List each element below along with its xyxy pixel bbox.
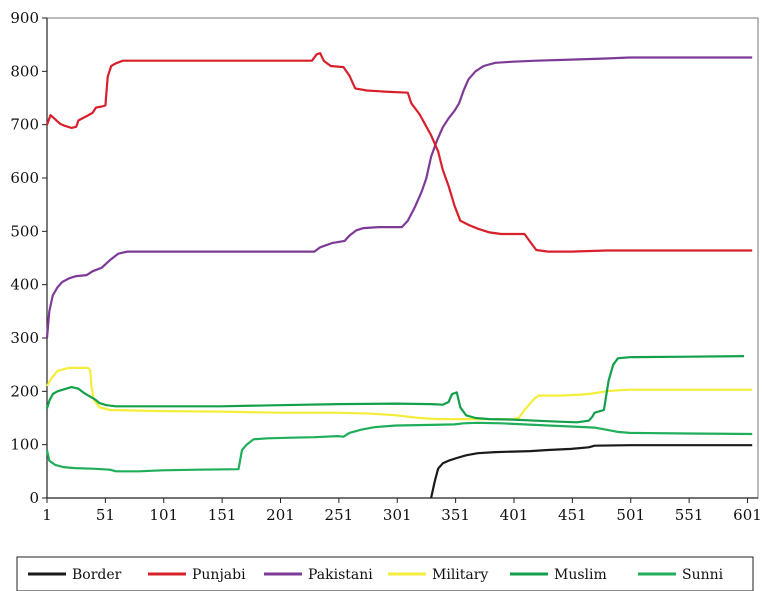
series-line-muslim bbox=[45, 355, 745, 424]
y-tick-label: 900 bbox=[10, 9, 39, 27]
series-lines bbox=[45, 52, 753, 499]
legend-label-border: Border bbox=[72, 567, 122, 583]
legend-label-sunni: Sunni bbox=[682, 567, 724, 583]
y-tick-label: 200 bbox=[10, 382, 39, 400]
y-tick-label: 500 bbox=[10, 222, 39, 240]
x-tick-label: 501 bbox=[616, 506, 645, 524]
x-axis: 1 51 101 151 201 251 301 351 401 451 501 551 601 bbox=[42, 497, 762, 524]
legend: Border Punjabi Pakistani Military Muslim Sunn… bbox=[16, 556, 754, 591]
plot-frame bbox=[46, 17, 759, 499]
x-tick-label: 51 bbox=[96, 506, 115, 524]
x-tick-label: 301 bbox=[383, 506, 412, 524]
plot-area bbox=[46, 17, 759, 499]
legend-label-muslim: Muslim bbox=[554, 567, 607, 583]
legend-label-punjabi: Punjabi bbox=[192, 567, 246, 583]
y-tick-label: 700 bbox=[10, 116, 39, 134]
series-line-sunni bbox=[45, 421, 753, 473]
x-tick-label: 251 bbox=[325, 506, 354, 524]
y-tick-label: 0 bbox=[29, 489, 39, 507]
legend-box bbox=[16, 556, 754, 591]
y-tick-label: 600 bbox=[10, 169, 39, 187]
x-tick-label: 101 bbox=[149, 506, 178, 524]
y-tick-label: 100 bbox=[10, 436, 39, 454]
series-line-military bbox=[46, 366, 753, 421]
y-tick-label: 800 bbox=[10, 62, 39, 80]
x-tick-label: 551 bbox=[675, 506, 704, 524]
y-axis: 0 100 200 300 400 500 600 700 800 900 bbox=[10, 9, 48, 507]
legend-label-pakistani: Pakistani bbox=[308, 567, 373, 583]
x-tick-label: 151 bbox=[208, 506, 237, 524]
x-tick-label: 351 bbox=[441, 506, 470, 524]
y-tick-label: 300 bbox=[10, 329, 39, 347]
series-line-pakistani bbox=[45, 56, 753, 339]
series-line-border bbox=[430, 444, 753, 499]
x-tick-label: 1 bbox=[42, 506, 52, 524]
x-tick-label: 401 bbox=[500, 506, 529, 524]
series-line-punjabi bbox=[45, 52, 753, 253]
x-tick-label: 201 bbox=[266, 506, 295, 524]
x-tick-label: 601 bbox=[733, 506, 762, 524]
x-tick-label: 451 bbox=[558, 506, 587, 524]
y-tick-label: 400 bbox=[10, 276, 39, 294]
legend-label-military: Military bbox=[432, 567, 488, 583]
